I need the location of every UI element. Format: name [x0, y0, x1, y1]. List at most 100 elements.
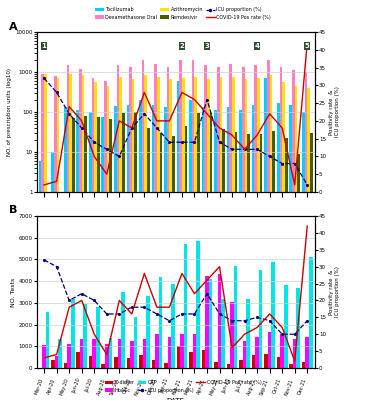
Bar [302, 112, 305, 400]
Text: 4: 4 [255, 43, 259, 49]
Text: B: B [9, 205, 17, 215]
Bar [193, 334, 196, 368]
Y-axis label: Positivity rate  &
ICU proportion (%): Positivity rate & ICU proportion (%) [329, 86, 340, 138]
Bar [292, 70, 295, 400]
Bar [207, 80, 210, 400]
Bar [59, 192, 62, 400]
Bar [139, 100, 142, 400]
Bar [143, 339, 146, 368]
Bar [217, 68, 220, 400]
Bar [284, 286, 288, 368]
Bar [41, 74, 44, 400]
Bar [272, 131, 275, 400]
Bar [92, 78, 94, 400]
Bar [76, 110, 79, 400]
Bar [168, 336, 171, 368]
Bar [296, 288, 300, 368]
Bar [214, 110, 217, 400]
Bar [164, 363, 168, 368]
Bar [282, 82, 285, 400]
Bar [169, 80, 172, 400]
Bar [196, 241, 200, 368]
Bar [51, 152, 54, 400]
Bar [44, 74, 47, 400]
Bar [39, 161, 41, 400]
Bar [268, 332, 272, 368]
Bar [280, 68, 282, 400]
Bar [64, 108, 67, 400]
Bar [101, 364, 105, 368]
Bar [82, 75, 85, 400]
Bar [209, 279, 212, 368]
Bar [306, 336, 309, 368]
Bar [152, 105, 154, 400]
Bar [221, 298, 225, 368]
Bar [47, 192, 49, 400]
Bar [243, 341, 246, 368]
Bar [194, 77, 197, 400]
Bar [272, 262, 275, 368]
Bar [244, 80, 247, 400]
Bar [85, 116, 87, 400]
Bar [293, 339, 296, 368]
Bar [64, 362, 67, 368]
Bar [155, 334, 158, 368]
Bar [144, 75, 147, 400]
Bar [257, 78, 260, 400]
Bar [260, 134, 262, 400]
Bar [147, 128, 150, 400]
Bar [164, 108, 167, 400]
Bar [94, 82, 97, 400]
Legend: D-dimer, HbA1c, CRP, ICU proportion (%), COVID-19 Pos rate (%): D-dimer, HbA1c, CRP, ICU proportion (%),… [104, 379, 262, 394]
Y-axis label: NO. Tests: NO. Tests [11, 277, 16, 307]
Bar [218, 274, 221, 368]
Bar [184, 244, 187, 368]
Bar [152, 360, 155, 368]
Bar [80, 339, 83, 368]
Bar [247, 134, 250, 400]
Bar [270, 75, 272, 400]
Bar [202, 108, 204, 400]
Bar [132, 80, 134, 400]
Bar [229, 64, 232, 400]
Bar [235, 132, 238, 400]
Bar [160, 133, 162, 400]
Bar [179, 60, 182, 400]
Bar [54, 76, 57, 400]
Bar [117, 65, 119, 400]
Bar [204, 65, 207, 400]
Bar [93, 339, 96, 368]
Bar [129, 68, 132, 400]
Bar [171, 284, 175, 368]
Y-axis label: NO. of prescription units (log10): NO. of prescription units (log10) [7, 68, 12, 156]
Bar [154, 64, 157, 400]
Bar [105, 344, 109, 368]
Bar [57, 78, 59, 400]
Text: 2: 2 [180, 43, 184, 49]
Bar [230, 302, 234, 368]
Bar [96, 307, 100, 368]
Bar [134, 112, 137, 400]
Bar [172, 136, 175, 400]
Bar [109, 120, 112, 400]
Bar [67, 344, 71, 368]
Bar [285, 138, 288, 400]
Bar [142, 60, 144, 400]
Bar [119, 77, 122, 400]
Bar [117, 339, 121, 368]
Bar [76, 352, 80, 368]
Bar [184, 126, 187, 400]
Y-axis label: Positivity rate  &
ICU proportion (%): Positivity rate & ICU proportion (%) [329, 266, 340, 318]
Bar [42, 345, 46, 368]
Bar [67, 65, 69, 400]
Bar [189, 352, 193, 368]
Bar [167, 68, 169, 400]
Bar [222, 129, 225, 400]
Bar [295, 86, 297, 400]
Bar [197, 113, 200, 400]
Bar [246, 298, 250, 368]
Bar [254, 65, 257, 400]
Bar [121, 292, 124, 368]
Bar [182, 78, 184, 400]
Bar [139, 355, 143, 368]
